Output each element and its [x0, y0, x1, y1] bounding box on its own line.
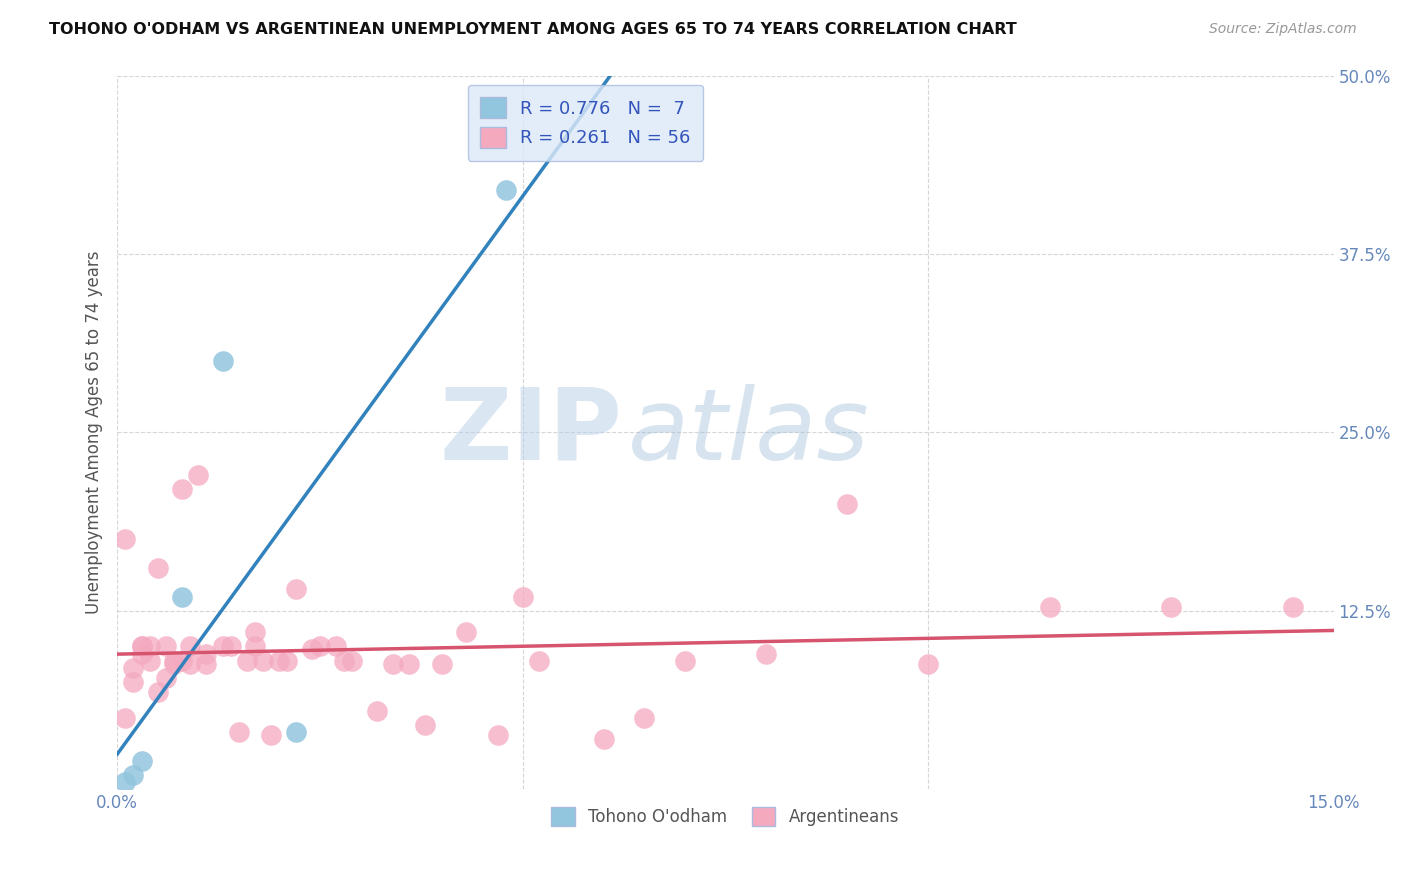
Point [512, 590, 534, 604]
Point [381, 657, 404, 671]
Point [228, 725, 250, 739]
Point [917, 657, 939, 671]
Point [309, 640, 332, 654]
Point [155, 671, 177, 685]
Point [179, 657, 201, 671]
Point [495, 183, 517, 197]
Point [219, 640, 242, 654]
Point [252, 654, 274, 668]
Point [114, 533, 136, 547]
Point [284, 582, 307, 597]
Point [673, 654, 696, 668]
Point [114, 711, 136, 725]
Point [1160, 599, 1182, 614]
Point [179, 640, 201, 654]
Point [269, 654, 291, 668]
Point [131, 640, 153, 654]
Point [276, 654, 298, 668]
Point [163, 657, 186, 671]
Point [454, 625, 477, 640]
Point [592, 732, 614, 747]
Point [835, 497, 858, 511]
Point [170, 654, 193, 668]
Point [486, 728, 509, 742]
Point [146, 561, 169, 575]
Point [114, 775, 136, 789]
Point [633, 711, 655, 725]
Point [211, 640, 233, 654]
Text: ZIP: ZIP [439, 384, 621, 481]
Point [138, 640, 160, 654]
Legend: Tohono O'odham, Argentineans: Tohono O'odham, Argentineans [543, 798, 908, 834]
Point [138, 654, 160, 668]
Point [122, 661, 145, 675]
Point [260, 728, 283, 742]
Point [170, 590, 193, 604]
Point [131, 754, 153, 768]
Point [236, 654, 259, 668]
Text: TOHONO O'ODHAM VS ARGENTINEAN UNEMPLOYMENT AMONG AGES 65 TO 74 YEARS CORRELATION: TOHONO O'ODHAM VS ARGENTINEAN UNEMPLOYME… [49, 22, 1017, 37]
Text: atlas: atlas [628, 384, 870, 481]
Point [243, 640, 266, 654]
Point [163, 654, 186, 668]
Point [122, 675, 145, 690]
Point [325, 640, 347, 654]
Point [527, 654, 550, 668]
Point [187, 468, 209, 483]
Point [284, 725, 307, 739]
Point [195, 657, 218, 671]
Point [211, 354, 233, 368]
Point [430, 657, 453, 671]
Point [243, 625, 266, 640]
Point [366, 704, 388, 718]
Point [195, 647, 218, 661]
Point [415, 718, 437, 732]
Text: Source: ZipAtlas.com: Source: ZipAtlas.com [1209, 22, 1357, 37]
Point [122, 768, 145, 782]
Point [1282, 599, 1305, 614]
Point [155, 640, 177, 654]
Point [398, 657, 420, 671]
Point [146, 685, 169, 699]
Point [131, 640, 153, 654]
Y-axis label: Unemployment Among Ages 65 to 74 years: Unemployment Among Ages 65 to 74 years [86, 251, 103, 614]
Point [301, 642, 323, 657]
Point [342, 654, 364, 668]
Point [170, 483, 193, 497]
Point [755, 647, 778, 661]
Point [131, 647, 153, 661]
Point [333, 654, 356, 668]
Point [1039, 599, 1062, 614]
